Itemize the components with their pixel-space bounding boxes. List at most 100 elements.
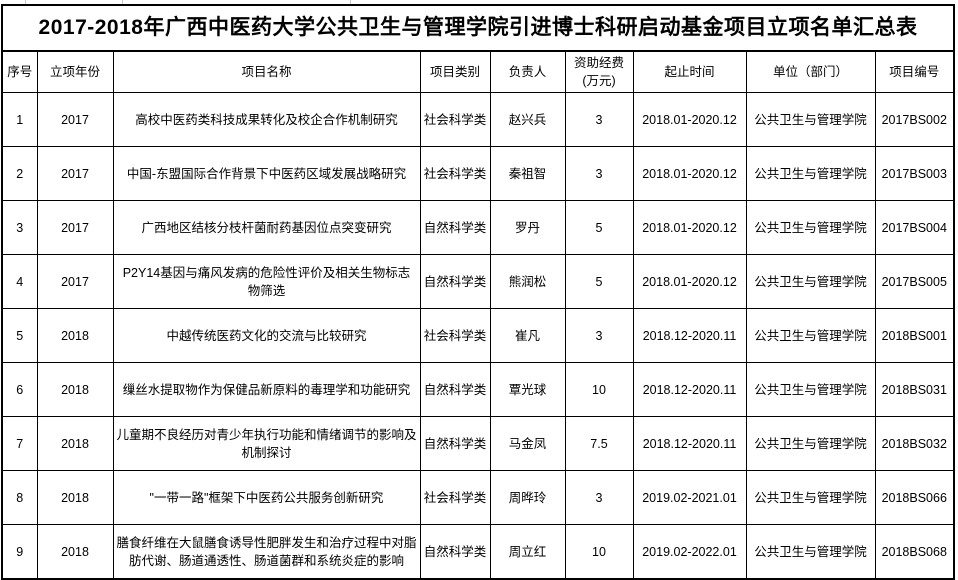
cell-project-name: 儿童期不良经历对青少年执行功能和情绪调节的影响及机制探讨 (112, 416, 421, 472)
cell-seq: 8 (1, 470, 38, 526)
table-row: 5 2018 中越传统医药文化的交流与比较研究 社会科学类 崔凡 3 2018.… (1, 308, 955, 364)
cell-fund: 5 (564, 200, 634, 256)
cell-project-name: 中越传统医药文化的交流与比较研究 (112, 308, 421, 364)
cell-project-name: 中国-东盟国际合作背景下中医药区域发展战略研究 (112, 146, 421, 202)
cell-year: 2018 (36, 470, 114, 526)
cell-unit: 公共卫生与管理学院 (745, 308, 876, 364)
col-header-name: 项目名称 (112, 50, 421, 94)
cell-category: 社会科学类 (419, 470, 491, 526)
cell-period: 2019.02-2022.01 (632, 524, 747, 580)
cell-year: 2017 (36, 146, 114, 202)
cell-year: 2018 (36, 308, 114, 364)
cell-leader: 崔凡 (489, 308, 566, 364)
cell-period: 2018.12-2020.11 (632, 362, 747, 418)
project-summary-table: 2017-2018年广西中医药大学公共卫生与管理学院引进博士科研启动基金项目立项… (1, 4, 956, 580)
cell-code: 2017BS003 (874, 146, 955, 202)
cell-leader: 马金凤 (489, 416, 566, 472)
table-row: 7 2018 儿童期不良经历对青少年执行功能和情绪调节的影响及机制探讨 自然科学… (1, 416, 955, 472)
cell-period: 2018.01-2020.12 (632, 146, 747, 202)
col-header-fund-line2: (万元) (582, 74, 616, 89)
cell-seq: 4 (1, 254, 38, 310)
cell-year: 2017 (36, 254, 114, 310)
cell-year: 2018 (36, 362, 114, 418)
grid-line (350, 0, 351, 4)
cell-fund: 3 (564, 92, 634, 148)
cell-code: 2018BS031 (874, 362, 955, 418)
cell-category: 自然科学类 (419, 200, 491, 256)
cell-year: 2017 (36, 92, 114, 148)
cell-period: 2018.01-2020.12 (632, 254, 747, 310)
col-header-leader: 负责人 (489, 50, 566, 94)
cell-project-name: P2Y14基因与痛风发病的危险性评价及相关生物标志物筛选 (112, 254, 421, 310)
cell-fund: 10 (564, 524, 634, 580)
cell-category: 社会科学类 (419, 146, 491, 202)
table-row: 8 2018 "一带一路"框架下中医药公共服务创新研究 社会科学类 周晔玲 3 … (1, 470, 955, 526)
cell-category: 自然科学类 (419, 254, 491, 310)
cell-period: 2018.12-2020.11 (632, 416, 747, 472)
cell-fund: 3 (564, 308, 634, 364)
cell-period: 2019.02-2021.01 (632, 470, 747, 526)
grid-line (122, 0, 123, 4)
cell-fund: 3 (564, 146, 634, 202)
cell-category: 自然科学类 (419, 362, 491, 418)
table-row: 6 2018 缫丝水提取物作为保健品新原料的毒理学和功能研究 自然科学类 覃光球… (1, 362, 955, 418)
cell-code: 2018BS032 (874, 416, 955, 472)
table-header-row: 序号 立项年份 项目名称 项目类别 负责人 资助经费 (万元) 起止时间 单位（… (1, 50, 955, 94)
col-header-unit: 单位（部门） (745, 50, 876, 94)
cell-seq: 2 (1, 146, 38, 202)
col-header-fund: 资助经费 (万元) (564, 50, 634, 94)
col-header-seq: 序号 (1, 50, 38, 94)
page-title: 2017-2018年广西中医药大学公共卫生与管理学院引进博士科研启动基金项目立项… (1, 4, 955, 52)
cell-category: 社会科学类 (419, 308, 491, 364)
cell-unit: 公共卫生与管理学院 (745, 92, 876, 148)
table-row: 4 2017 P2Y14基因与痛风发病的危险性评价及相关生物标志物筛选 自然科学… (1, 254, 955, 310)
cell-project-name: "一带一路"框架下中医药公共服务创新研究 (112, 470, 421, 526)
cell-period: 2018.12-2020.11 (632, 308, 747, 364)
col-header-fund-line1: 资助经费 (573, 56, 624, 70)
cell-category: 自然科学类 (419, 416, 491, 472)
cell-project-name: 膳食纤维在大鼠膳食诱导性肥胖发生和治疗过程中对脂肪代谢、肠道通透性、肠道菌群和系… (112, 524, 421, 580)
cell-project-name: 高校中医药类科技成果转化及校企合作机制研究 (112, 92, 421, 148)
cell-unit: 公共卫生与管理学院 (745, 416, 876, 472)
cell-year: 2017 (36, 200, 114, 256)
cell-code: 2017BS005 (874, 254, 955, 310)
table-title-row: 2017-2018年广西中医药大学公共卫生与管理学院引进博士科研启动基金项目立项… (1, 4, 955, 52)
cell-period: 2018.01-2020.12 (632, 92, 747, 148)
cell-category: 自然科学类 (419, 524, 491, 580)
cell-seq: 6 (1, 362, 38, 418)
cell-period: 2018.01-2020.12 (632, 200, 747, 256)
table-row: 9 2018 膳食纤维在大鼠膳食诱导性肥胖发生和治疗过程中对脂肪代谢、肠道通透性… (1, 524, 955, 580)
cell-seq: 7 (1, 416, 38, 472)
col-header-category: 项目类别 (419, 50, 491, 94)
cell-leader: 覃光球 (489, 362, 566, 418)
cell-unit: 公共卫生与管理学院 (745, 146, 876, 202)
summary-table-container: 2017-2018年广西中医药大学公共卫生与管理学院引进博士科研启动基金项目立项… (1, 4, 956, 580)
cell-seq: 9 (1, 524, 38, 580)
cell-fund: 5 (564, 254, 634, 310)
cell-unit: 公共卫生与管理学院 (745, 362, 876, 418)
cell-code: 2017BS004 (874, 200, 955, 256)
cell-unit: 公共卫生与管理学院 (745, 470, 876, 526)
cell-unit: 公共卫生与管理学院 (745, 524, 876, 580)
cell-code: 2018BS001 (874, 308, 955, 364)
cell-unit: 公共卫生与管理学院 (745, 254, 876, 310)
cell-leader: 周晔玲 (489, 470, 566, 526)
cell-category: 社会科学类 (419, 92, 491, 148)
cell-leader: 熊润松 (489, 254, 566, 310)
cell-fund: 7.5 (564, 416, 634, 472)
cell-leader: 赵兴兵 (489, 92, 566, 148)
cell-code: 2018BS068 (874, 524, 955, 580)
table-row: 2 2017 中国-东盟国际合作背景下中医药区域发展战略研究 社会科学类 秦祖智… (1, 146, 955, 202)
cell-code: 2018BS066 (874, 470, 955, 526)
cell-seq: 5 (1, 308, 38, 364)
col-header-year: 立项年份 (36, 50, 114, 94)
cell-year: 2018 (36, 416, 114, 472)
cell-leader: 秦祖智 (489, 146, 566, 202)
grid-line (25, 0, 26, 4)
cell-seq: 1 (1, 92, 38, 148)
cell-fund: 3 (564, 470, 634, 526)
cell-unit: 公共卫生与管理学院 (745, 200, 876, 256)
cell-year: 2018 (36, 524, 114, 580)
cell-fund: 10 (564, 362, 634, 418)
